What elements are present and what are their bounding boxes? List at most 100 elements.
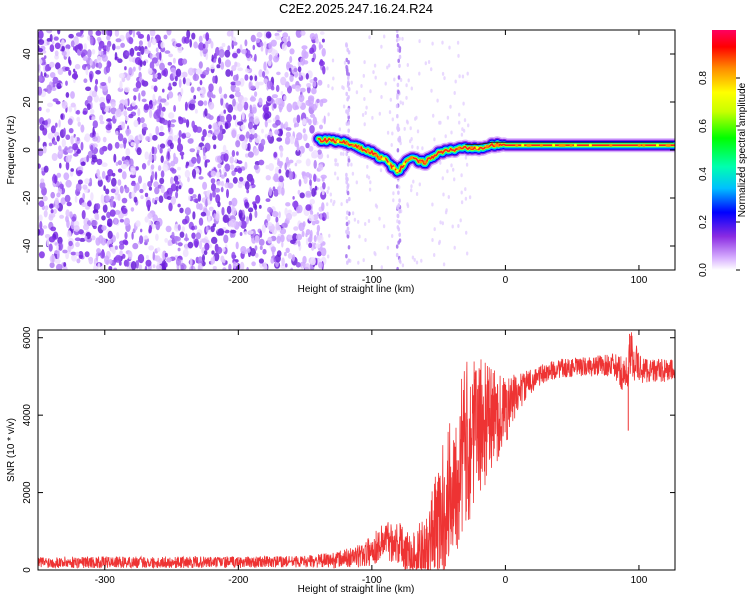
noise-dot	[55, 122, 58, 128]
noise-dot	[311, 87, 317, 95]
noise-dot	[202, 69, 210, 76]
noise-dot	[178, 116, 182, 121]
noise-dot	[279, 151, 283, 158]
noise-dot	[270, 246, 276, 253]
noise-dot	[284, 38, 287, 46]
noise-dot	[351, 211, 355, 216]
ridge-hotspot	[378, 156, 382, 160]
noise-dot	[353, 217, 357, 222]
noise-dot	[52, 98, 59, 103]
noise-dot	[49, 203, 54, 209]
streak-dot	[347, 108, 351, 113]
noise-dot	[266, 80, 273, 90]
noise-dot	[92, 209, 99, 214]
noise-dot	[227, 182, 234, 189]
ridge-hotspot	[609, 143, 613, 147]
noise-dot	[316, 98, 320, 104]
noise-dot	[234, 61, 238, 67]
noise-dot	[138, 175, 142, 184]
noise-dot	[70, 102, 76, 108]
noise-dot	[466, 71, 469, 76]
noise-dot	[63, 265, 68, 270]
noise-dot	[296, 159, 302, 164]
noise-dot	[244, 161, 248, 170]
noise-dot	[355, 90, 359, 95]
noise-dot	[316, 251, 322, 257]
noise-dot	[184, 101, 188, 111]
noise-dot	[431, 41, 434, 46]
noise-dot	[142, 60, 147, 66]
noise-dot	[65, 161, 70, 171]
noise-dot	[216, 246, 223, 254]
noise-dot	[154, 73, 158, 78]
streak-dot	[396, 125, 399, 131]
noise-dot	[211, 250, 215, 255]
noise-dot	[276, 30, 283, 33]
noise-dot	[292, 200, 299, 208]
streak-dot	[396, 82, 400, 88]
noise-dot	[146, 199, 152, 209]
streak-dot	[345, 180, 349, 185]
noise-dot	[321, 202, 325, 212]
noise-dot	[229, 164, 235, 171]
noise-dot	[231, 207, 237, 216]
ridge-hotspot	[402, 162, 406, 166]
noise-dot	[65, 215, 69, 223]
snr-y-tick-label: 4000	[22, 404, 33, 427]
noise-dot	[130, 207, 135, 212]
noise-dot	[401, 36, 404, 41]
noise-dot	[276, 71, 281, 76]
noise-dot	[302, 255, 307, 264]
noise-dot	[173, 135, 178, 142]
noise-dot	[239, 77, 245, 87]
noise-dot	[197, 256, 203, 265]
noise-dot	[65, 209, 70, 217]
noise-dot	[87, 35, 91, 41]
noise-dot	[285, 202, 291, 207]
snr-y-axis: 0 2000 4000 6000	[22, 326, 675, 573]
noise-dot	[65, 80, 68, 86]
noise-dot	[365, 105, 368, 110]
noise-dot	[38, 39, 45, 45]
noise-dot	[415, 192, 419, 196]
noise-dot	[154, 196, 160, 202]
noise-dot	[301, 266, 304, 270]
noise-dot	[165, 225, 172, 233]
noise-dot	[449, 104, 452, 109]
noise-dot	[246, 266, 249, 270]
noise-dot	[225, 69, 232, 77]
noise-dot	[45, 108, 51, 113]
noise-dot	[256, 31, 263, 38]
noise-dot	[439, 120, 442, 125]
noise-dot	[168, 91, 174, 99]
noise-dot	[367, 175, 371, 180]
noise-dot	[96, 168, 100, 178]
noise-dot	[458, 74, 461, 79]
snr-y-tick-label: 0	[22, 567, 33, 573]
noise-dot	[177, 247, 181, 252]
noise-dot	[157, 144, 160, 150]
ridge-hotspot	[366, 149, 370, 153]
noise-dot	[178, 185, 182, 190]
noise-dot	[254, 235, 260, 244]
spectrogram-x-tick-label: 0	[503, 275, 509, 286]
noise-dot	[68, 240, 73, 247]
spectrogram-x-tick-label: 100	[631, 275, 648, 286]
noise-dot	[63, 127, 66, 137]
noise-dot	[44, 205, 49, 211]
noise-dot	[290, 267, 294, 270]
noise-dot	[162, 119, 169, 126]
noise-dot	[251, 127, 255, 135]
noise-dot	[202, 181, 208, 190]
noise-dot	[136, 51, 141, 57]
noise-dot	[144, 192, 149, 198]
noise-dot	[119, 143, 124, 149]
noise-dot	[55, 62, 61, 70]
noise-dot	[267, 134, 271, 141]
noise-dot	[468, 195, 472, 200]
noise-dot	[460, 200, 464, 205]
noise-dot	[126, 106, 134, 111]
noise-dot	[175, 68, 182, 78]
noise-dot	[139, 60, 143, 67]
noise-dot	[137, 133, 144, 141]
